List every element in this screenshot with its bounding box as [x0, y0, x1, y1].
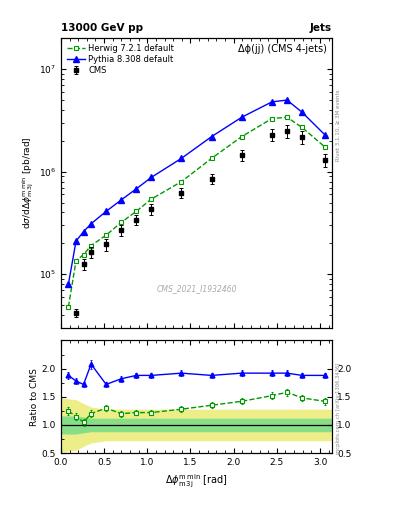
- Herwig 7.2.1 default: [104, 232, 108, 238]
- Pythia 8.308 default: [179, 155, 184, 161]
- Line: Herwig 7.2.1 default: Herwig 7.2.1 default: [66, 115, 327, 309]
- Pythia 8.308 default: [66, 281, 71, 287]
- Herwig 7.2.1 default: [134, 208, 139, 215]
- Herwig 7.2.1 default: [73, 258, 78, 264]
- Pythia 8.308 default: [285, 97, 289, 103]
- Y-axis label: Ratio to CMS: Ratio to CMS: [30, 368, 39, 426]
- Pythia 8.308 default: [104, 208, 108, 215]
- Herwig 7.2.1 default: [81, 251, 86, 258]
- Herwig 7.2.1 default: [270, 116, 274, 122]
- Herwig 7.2.1 default: [89, 243, 94, 249]
- Herwig 7.2.1 default: [300, 124, 305, 131]
- Pythia 8.308 default: [209, 134, 214, 140]
- Herwig 7.2.1 default: [209, 155, 214, 161]
- Herwig 7.2.1 default: [66, 304, 71, 310]
- Pythia 8.308 default: [239, 114, 244, 120]
- Pythia 8.308 default: [89, 221, 94, 227]
- Herwig 7.2.1 default: [149, 196, 154, 202]
- Herwig 7.2.1 default: [119, 219, 123, 225]
- Text: Jets: Jets: [310, 23, 332, 33]
- Pythia 8.308 default: [134, 186, 139, 192]
- Pythia 8.308 default: [73, 238, 78, 244]
- Pythia 8.308 default: [300, 109, 305, 115]
- Herwig 7.2.1 default: [285, 114, 289, 120]
- Line: Pythia 8.308 default: Pythia 8.308 default: [66, 97, 327, 287]
- Herwig 7.2.1 default: [322, 144, 327, 150]
- Herwig 7.2.1 default: [239, 134, 244, 140]
- Pythia 8.308 default: [270, 99, 274, 105]
- Text: Δϕ(jj) (CMS 4-jets): Δϕ(jj) (CMS 4-jets): [238, 44, 327, 54]
- Text: 13000 GeV pp: 13000 GeV pp: [61, 23, 143, 33]
- Pythia 8.308 default: [149, 174, 154, 180]
- Text: mcplots.cern.ch [arXiv:1306.3436]: mcplots.cern.ch [arXiv:1306.3436]: [336, 362, 341, 454]
- Legend: Herwig 7.2.1 default, Pythia 8.308 default, CMS: Herwig 7.2.1 default, Pythia 8.308 defau…: [65, 42, 176, 77]
- Pythia 8.308 default: [322, 132, 327, 138]
- Pythia 8.308 default: [81, 228, 86, 234]
- Text: CMS_2021_I1932460: CMS_2021_I1932460: [156, 284, 237, 293]
- X-axis label: $\Delta\phi^{\rm m\,min}_{\rm m\,3j}$ [rad]: $\Delta\phi^{\rm m\,min}_{\rm m\,3j}$ [r…: [165, 473, 228, 490]
- Herwig 7.2.1 default: [179, 179, 184, 185]
- Y-axis label: d$\sigma$/d$\Delta\phi^{\rm m\,min}_{\rm m\,3j}$ [pb/rad]: d$\sigma$/d$\Delta\phi^{\rm m\,min}_{\rm…: [20, 137, 36, 229]
- Text: Rivet 3.1.10, ≥ 3M events: Rivet 3.1.10, ≥ 3M events: [336, 90, 341, 161]
- Pythia 8.308 default: [119, 197, 123, 203]
